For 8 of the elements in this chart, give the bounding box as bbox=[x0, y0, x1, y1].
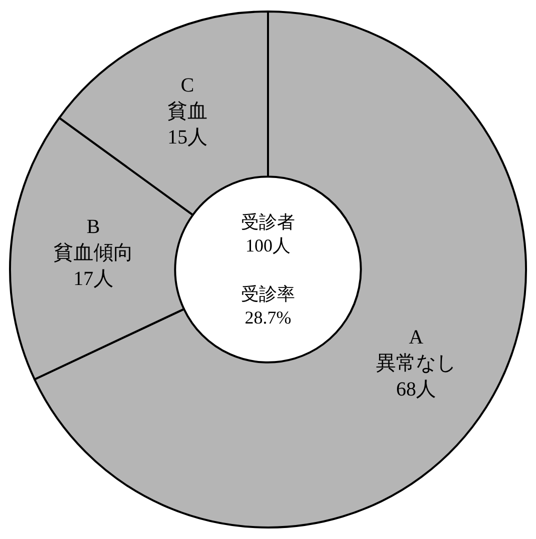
data-label: 17人 bbox=[73, 268, 114, 290]
data-label: 68人 bbox=[396, 378, 436, 401]
slice-label: A 異常なし bbox=[376, 326, 456, 375]
text: 受診率 28.7% bbox=[241, 284, 295, 328]
slice-label: B 貧血傾向 bbox=[53, 216, 134, 264]
slice-label: C 貧血 bbox=[167, 74, 208, 122]
text: 受診者 100人 bbox=[241, 212, 295, 256]
data-label: 15人 bbox=[167, 126, 208, 148]
